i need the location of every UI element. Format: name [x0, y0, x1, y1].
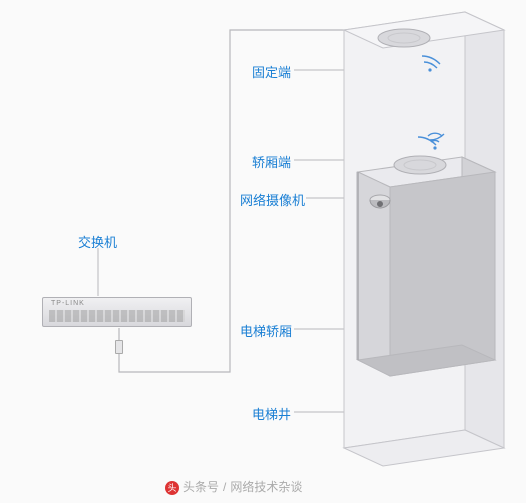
watermark-right: 网络技术杂谈 — [230, 480, 302, 494]
label-ip-camera: 网络摄像机 — [240, 190, 305, 209]
label-car-end: 轿厢端 — [252, 152, 291, 171]
label-fixed-end: 固定端 — [252, 62, 291, 81]
watermark-logo-icon: 头 — [165, 481, 179, 495]
switch-brand-label: TP-LINK — [51, 300, 85, 307]
label-elevator-car: 电梯轿厢 — [240, 321, 292, 340]
watermark-sep: / — [223, 480, 226, 494]
label-switch: 交换机 — [78, 232, 117, 251]
label-shaft: 电梯井 — [252, 404, 291, 423]
watermark-left: 头条号 — [183, 480, 219, 494]
switch-device: TP-LINK — [42, 297, 192, 327]
ethernet-plug-icon — [115, 340, 123, 354]
watermark: 头头条号 / 网络技术杂谈 — [165, 478, 302, 495]
